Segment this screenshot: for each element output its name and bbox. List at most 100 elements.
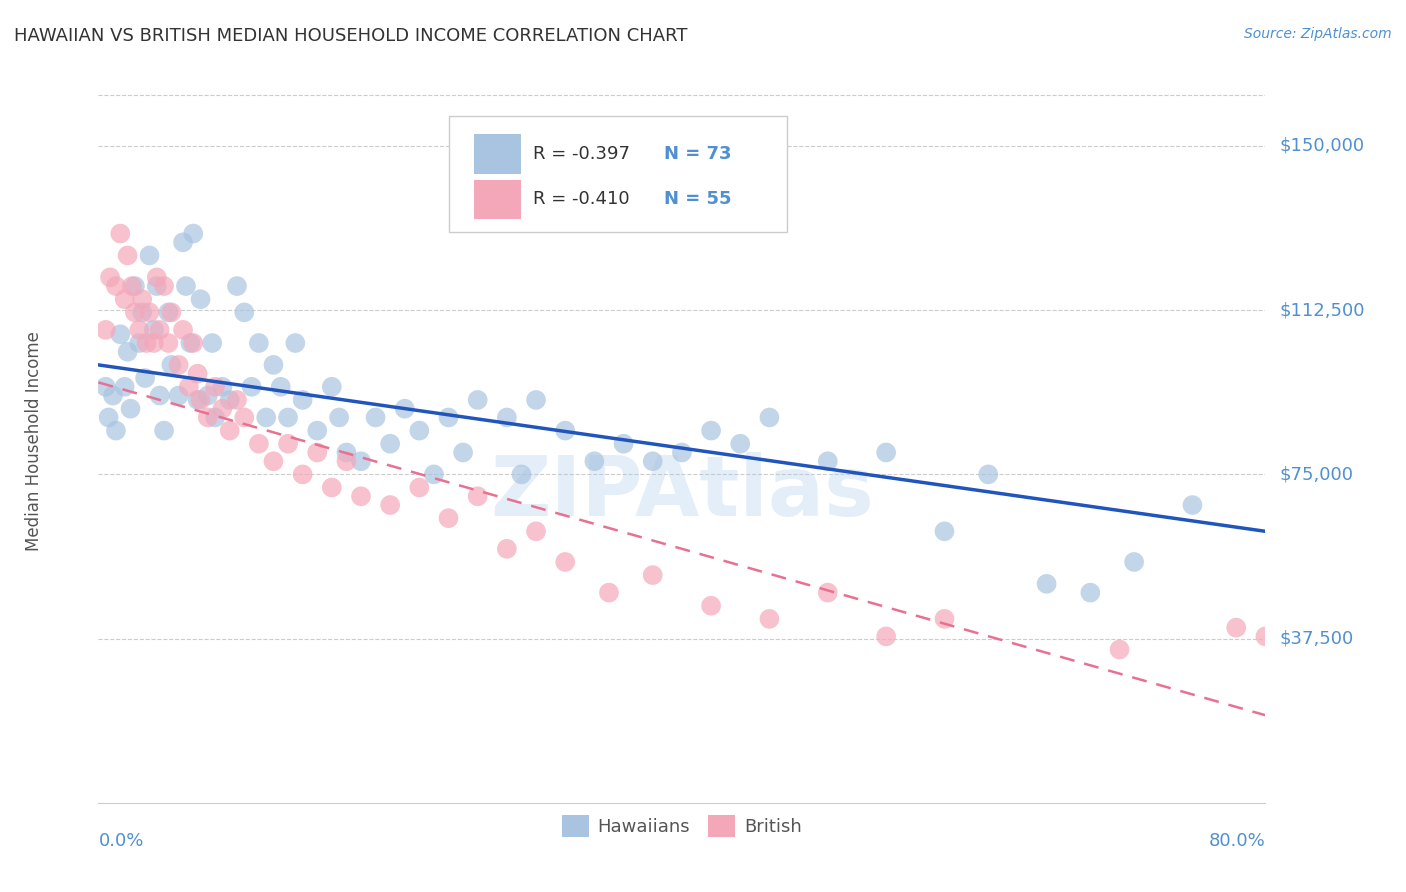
Point — [146, 270, 169, 285]
Point — [114, 292, 136, 306]
Point — [197, 410, 219, 425]
Point — [124, 279, 146, 293]
Point — [364, 410, 387, 425]
Text: HAWAIIAN VS BRITISH MEDIAN HOUSEHOLD INCOME CORRELATION CHART: HAWAIIAN VS BRITISH MEDIAN HOUSEHOLD INC… — [14, 27, 688, 45]
Point — [758, 410, 780, 425]
Point — [226, 392, 249, 407]
Point — [104, 424, 127, 438]
Point — [149, 323, 172, 337]
Point — [524, 392, 547, 407]
Point — [321, 380, 343, 394]
Point — [179, 336, 201, 351]
Point — [233, 305, 256, 319]
Legend: Hawaiians, British: Hawaiians, British — [554, 808, 810, 845]
Point — [1108, 642, 1130, 657]
FancyBboxPatch shape — [474, 179, 520, 219]
Point — [262, 358, 284, 372]
Point — [583, 454, 606, 468]
Point — [554, 424, 576, 438]
Point — [291, 467, 314, 482]
Point — [277, 436, 299, 450]
Point — [700, 599, 723, 613]
Point — [598, 585, 620, 599]
Point — [394, 401, 416, 416]
Point — [380, 436, 402, 450]
Point — [1123, 555, 1146, 569]
Point — [167, 388, 190, 402]
Point — [172, 323, 194, 337]
Point — [437, 410, 460, 425]
Point — [307, 445, 329, 459]
Point — [110, 327, 132, 342]
Point — [204, 410, 226, 425]
Point — [146, 279, 169, 293]
Text: 0.0%: 0.0% — [98, 831, 143, 850]
Point — [451, 445, 474, 459]
Point — [350, 454, 373, 468]
Point — [641, 454, 664, 468]
Point — [233, 410, 256, 425]
Point — [190, 392, 212, 407]
Point — [875, 445, 897, 459]
Point — [335, 454, 357, 468]
Point — [138, 305, 160, 319]
Point — [128, 336, 150, 351]
Text: ZIPAtlas: ZIPAtlas — [489, 451, 875, 533]
Point — [211, 380, 233, 394]
Text: $150,000: $150,000 — [1279, 137, 1364, 155]
FancyBboxPatch shape — [474, 134, 520, 174]
Point — [328, 410, 350, 425]
Point — [226, 279, 249, 293]
Point — [181, 227, 204, 241]
Point — [177, 380, 200, 394]
Point — [817, 454, 839, 468]
Point — [104, 279, 127, 293]
Text: 80.0%: 80.0% — [1209, 831, 1265, 850]
Point — [138, 248, 160, 262]
Point — [467, 489, 489, 503]
Point — [181, 336, 204, 351]
Point — [187, 367, 209, 381]
Point — [142, 336, 165, 351]
Text: $75,000: $75,000 — [1279, 466, 1354, 483]
Point — [554, 555, 576, 569]
Point — [172, 235, 194, 250]
Point — [408, 424, 430, 438]
Text: Source: ZipAtlas.com: Source: ZipAtlas.com — [1244, 27, 1392, 41]
FancyBboxPatch shape — [449, 116, 787, 232]
Text: N = 73: N = 73 — [665, 145, 733, 163]
Point — [1181, 498, 1204, 512]
Point — [94, 380, 117, 394]
Point — [524, 524, 547, 539]
Text: N = 55: N = 55 — [665, 191, 733, 209]
Point — [101, 388, 124, 402]
Point — [700, 424, 723, 438]
Point — [380, 498, 402, 512]
Point — [167, 358, 190, 372]
Point — [510, 467, 533, 482]
Point — [730, 436, 752, 450]
Point — [262, 454, 284, 468]
Text: $37,500: $37,500 — [1279, 630, 1354, 648]
Point — [211, 401, 233, 416]
Point — [423, 467, 446, 482]
Point — [977, 467, 1000, 482]
Point — [1225, 621, 1247, 635]
Point — [98, 270, 121, 285]
Text: R = -0.410: R = -0.410 — [533, 191, 628, 209]
Point — [284, 336, 307, 351]
Text: $112,500: $112,500 — [1279, 301, 1365, 319]
Point — [157, 336, 180, 351]
Point — [408, 481, 430, 495]
Point — [187, 392, 209, 407]
Point — [335, 445, 357, 459]
Point — [270, 380, 292, 394]
Point — [197, 388, 219, 402]
Point — [157, 305, 180, 319]
Point — [149, 388, 172, 402]
Point — [120, 401, 142, 416]
Point — [153, 424, 176, 438]
Point — [758, 612, 780, 626]
Point — [124, 305, 146, 319]
Point — [204, 380, 226, 394]
